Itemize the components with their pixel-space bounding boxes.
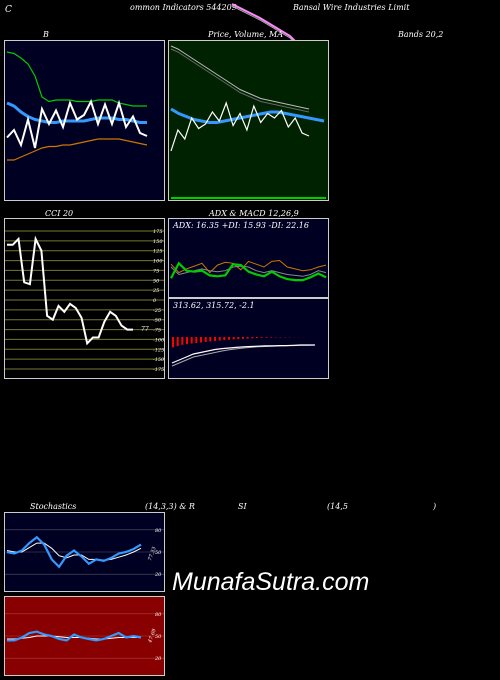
stoch-tick-label: 50	[155, 550, 162, 556]
adx-series-minus-di	[170, 259, 327, 274]
stoch-series-d	[6, 542, 142, 561]
bb-series-price	[6, 98, 148, 149]
macd-histogram-bar	[181, 337, 184, 345]
rsi-series-ma	[7, 635, 141, 640]
header-title: ommon Indicators 544209	[130, 3, 237, 12]
macd-panel: 313.62, 315.72, -2.1	[168, 298, 329, 379]
bb-series-upper	[6, 51, 147, 107]
bb-series-lower	[7, 138, 148, 161]
macd-histogram-bar	[270, 337, 272, 338]
cci-tick-label: 150	[153, 239, 163, 245]
macd-series-signal	[171, 344, 316, 367]
label-b: B	[43, 30, 49, 39]
macd-histogram-bar	[204, 337, 207, 342]
adx-chart	[170, 259, 327, 282]
cci-panel: 175 150 125 100 75 50 25 0 -25 -50 -75 -100 -125 -150…	[4, 218, 165, 379]
adx-series-plus-di	[170, 261, 327, 282]
cci-tick-label: -25	[153, 308, 161, 314]
macd-histogram-bar	[195, 337, 198, 343]
cci-tick-label: -150	[153, 357, 164, 363]
bollinger-panel	[4, 40, 165, 201]
price-series-ma-short	[170, 107, 325, 124]
rsi-tick-label: 20	[154, 656, 162, 662]
macd-values: 313.62, 315.72, -2.1	[173, 301, 255, 310]
macd-histogram-bar	[172, 337, 174, 348]
label-si: SI	[238, 502, 247, 511]
price-panel	[168, 40, 329, 201]
macd-histogram-bar	[237, 337, 240, 340]
macd-histogram-bar	[223, 337, 226, 341]
macd-histogram-bar	[209, 337, 212, 342]
macd-histogram-bar	[176, 337, 179, 347]
cci-series	[7, 235, 133, 346]
label-stochastics: Stochastics	[30, 502, 77, 511]
adx-series-adx	[170, 265, 327, 277]
price-series-ma-long	[170, 45, 310, 110]
macd-histogram-bar	[214, 337, 216, 341]
rsi-tick-label: 50	[155, 634, 162, 640]
rsi-chart: 80 50 20 47.69	[5, 612, 164, 662]
rsi-panel: 80 50 20 47.69	[4, 596, 165, 676]
macd-chart	[171, 337, 316, 367]
macd-histogram-bar	[232, 337, 235, 340]
stoch-series-k	[6, 535, 142, 569]
label-price-ma: Price, Volume, MA	[208, 30, 284, 39]
cci-tick-label: 0	[153, 298, 157, 304]
rsi-tick-label: 80	[155, 612, 162, 618]
cci-tick-label: -75	[153, 328, 161, 334]
label-stoch-params: (14,3,3) & R	[145, 502, 195, 511]
label-bands: Bands 20,2	[398, 30, 444, 39]
macd-histogram-bar	[186, 337, 188, 345]
label-adx-macd: ADX & MACD 12,26,9	[209, 209, 299, 218]
adx-panel: ADX: 16.35 +DI: 15.93 -DI: 22.16	[168, 218, 329, 298]
label-rsi-params: (14,5	[327, 502, 348, 511]
macd-histogram-bar	[251, 337, 254, 339]
macd-histogram-bar	[256, 337, 258, 339]
macd-histogram-bar	[228, 337, 230, 340]
price-chart	[170, 45, 326, 199]
price-series-ma-long-2	[170, 48, 310, 113]
adx-values: ADX: 16.35 +DI: 15.93 -DI: 22.16	[173, 221, 309, 230]
label-cci: CCI 20	[45, 209, 74, 218]
rsi-series-rsi	[7, 630, 142, 642]
macd-histogram-bar	[260, 337, 263, 338]
stoch-tick-label: 20	[154, 572, 162, 578]
cci-tick-label: 100	[153, 259, 163, 265]
cci-chart: 175 150 125 100 75 50 25 0 -25 -50 -75 -100 -125 -150…	[5, 229, 164, 373]
cci-tick-label: 125	[153, 249, 163, 255]
cci-tick-label: 175	[153, 229, 163, 235]
header-company: Bansal Wire Industries Limit	[293, 3, 410, 12]
cci-tick-label: -100	[153, 337, 164, 343]
cci-tick-label: -125	[153, 347, 164, 353]
bollinger-chart	[6, 51, 148, 161]
macd-histogram-bar	[265, 337, 268, 338]
stochastics-chart: 80 50 20 77.33	[5, 528, 164, 578]
macd-histogram-bar	[190, 337, 193, 344]
stoch-tick-label: 80	[155, 528, 162, 534]
price-series-price	[170, 101, 310, 152]
cci-tick-label: 75	[153, 268, 159, 274]
cci-value-label: 77	[141, 326, 149, 333]
macd-histogram-bar	[200, 337, 202, 343]
stoch-value-label: 77.33	[147, 546, 158, 562]
header-c-letter: C	[5, 5, 12, 15]
label-close-paren: )	[433, 502, 437, 511]
macd-histogram-bar	[246, 337, 249, 339]
cci-tick-label: 50	[153, 278, 160, 284]
stochastics-panel: 80 50 20 77.33	[4, 512, 165, 592]
macd-histogram-bar	[242, 337, 244, 339]
cci-tick-label: -175	[153, 367, 164, 373]
macd-series-macd	[171, 344, 315, 364]
cci-tick-label: -50	[153, 318, 162, 324]
macd-histogram-bar	[218, 337, 221, 341]
cci-tick-label: 25	[152, 288, 159, 294]
watermark: MunafaSutra.com	[172, 568, 370, 596]
rsi-value-label: 47.69	[147, 627, 158, 644]
